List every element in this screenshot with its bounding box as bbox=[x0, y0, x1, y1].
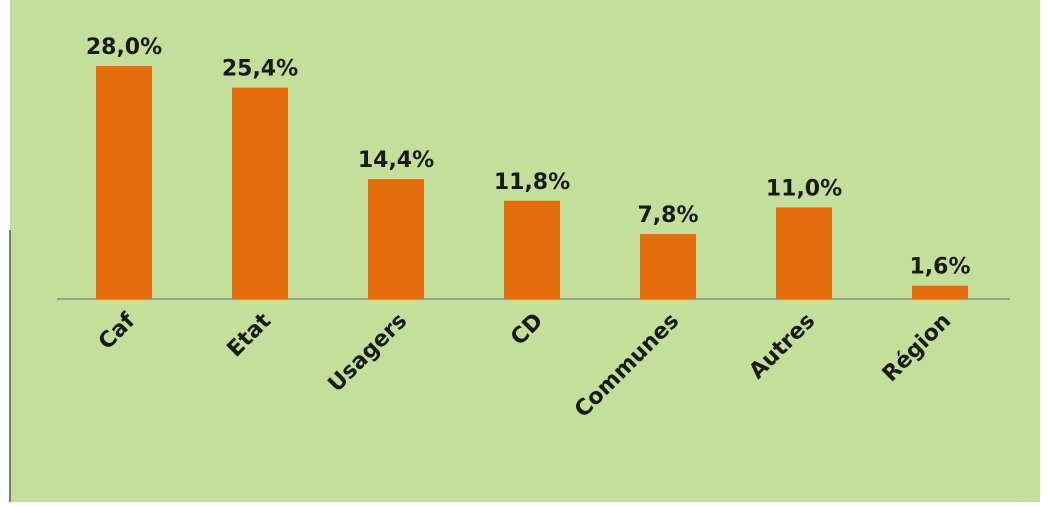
bar bbox=[232, 87, 288, 299]
bar bbox=[96, 66, 152, 299]
bar bbox=[912, 285, 968, 299]
value-label: 11,8% bbox=[494, 170, 570, 195]
bar bbox=[504, 200, 560, 299]
bar bbox=[640, 234, 696, 299]
bar bbox=[776, 207, 832, 299]
value-label: 14,4% bbox=[358, 148, 434, 173]
value-label: 11,0% bbox=[766, 176, 842, 201]
bar bbox=[368, 179, 424, 299]
value-label: 28,0% bbox=[86, 35, 162, 60]
value-label: 25,4% bbox=[222, 57, 298, 82]
value-label: 7,8% bbox=[637, 203, 698, 228]
value-label: 1,6% bbox=[909, 255, 970, 280]
